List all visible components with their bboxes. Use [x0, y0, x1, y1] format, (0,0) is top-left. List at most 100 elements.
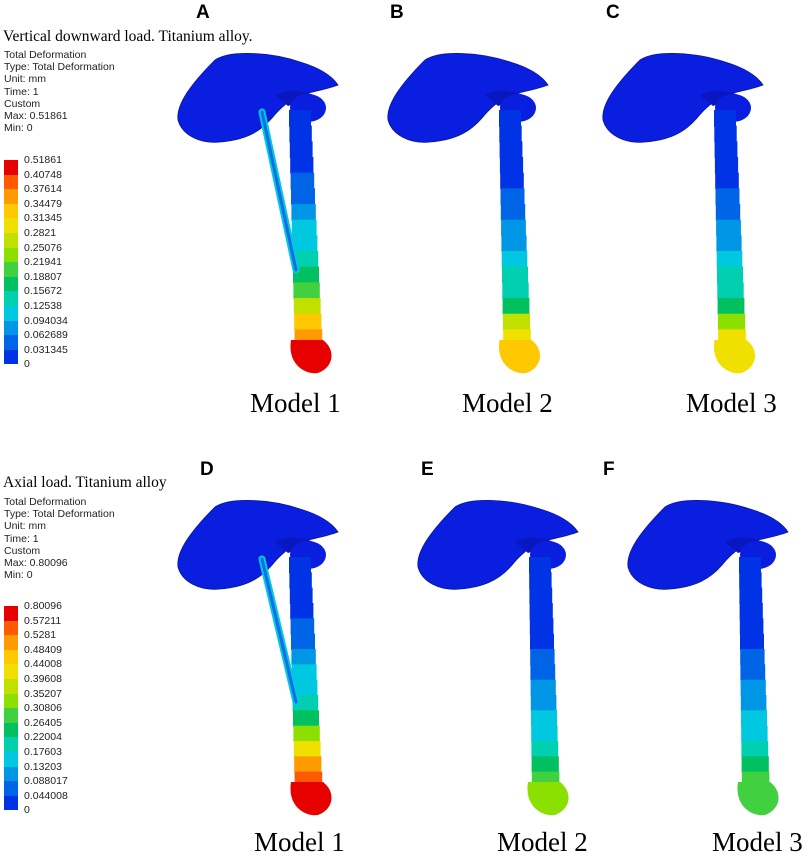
- fixation-strut-highlight: [260, 110, 298, 272]
- shaft-segment: [293, 741, 321, 758]
- legend-label: 0.80096: [24, 600, 62, 612]
- shaft-segment: [294, 313, 322, 331]
- legend-label: 0.5281: [24, 629, 57, 642]
- shaft-segment: [717, 298, 745, 315]
- shaft-segment: [739, 618, 764, 635]
- model-label-top-2: Model 2: [462, 388, 553, 418]
- shaft-segment: [500, 172, 524, 190]
- legend-swatch: [4, 664, 18, 679]
- legend-label: 0.39608: [24, 672, 62, 685]
- shaft-segment: [740, 695, 767, 712]
- legend-swatch: [4, 247, 18, 263]
- panel-label-f: F: [603, 459, 615, 480]
- legend-swatch: [4, 160, 18, 175]
- distal-condyle: [737, 782, 779, 816]
- info-line: Unit: mm: [4, 73, 46, 86]
- shaft-segment: [740, 633, 764, 650]
- legend-label: 0.57211: [24, 614, 62, 627]
- shaft-segment: [714, 141, 738, 158]
- shaft-segment: [501, 235, 527, 252]
- legend-swatch: [4, 751, 18, 767]
- info-line: Custom: [4, 97, 41, 110]
- legend-label: 0.044008: [24, 789, 68, 802]
- shaft-segment: [499, 141, 523, 158]
- shaft-segment: [529, 587, 553, 604]
- legend-label: 0.40748: [24, 168, 62, 181]
- legend-swatch: [4, 708, 18, 723]
- shaft-segment: [715, 172, 739, 190]
- info-line: Time: 1: [4, 532, 39, 545]
- model-label-top-1: Model 1: [250, 388, 341, 418]
- shaft-segment: [289, 125, 312, 143]
- distal-condyle: [290, 782, 332, 816]
- legend-swatch: [4, 620, 18, 636]
- shaft-segment: [714, 157, 739, 174]
- legend-swatch: [4, 766, 18, 782]
- legend-label: 0.48409: [24, 643, 62, 656]
- bone-model-b: [387, 53, 549, 374]
- legend-swatch: [4, 291, 18, 306]
- legend-label: 0.26405: [24, 716, 62, 729]
- info-line: Type: Total Deformation: [4, 61, 115, 74]
- legend-label: 0.25076: [24, 241, 62, 254]
- shaft-segment: [292, 679, 318, 696]
- panel-label-b: B: [390, 2, 404, 23]
- legend-swatch: [4, 320, 18, 336]
- shaft-segment: [502, 266, 528, 284]
- legend-swatch: [4, 232, 18, 248]
- legend-swatch: [4, 606, 18, 621]
- shaft-segment: [289, 141, 313, 158]
- shaft-segment: [289, 572, 312, 589]
- info-line: Time: 1: [4, 85, 39, 98]
- bone-model-a: [177, 53, 339, 374]
- legend-swatch: [4, 795, 18, 811]
- model-label-bottom-3: Model 3: [712, 827, 803, 857]
- bone-model-e: [417, 500, 579, 816]
- shaft-segment: [717, 266, 743, 284]
- shaft-segment: [717, 282, 744, 299]
- shaft-segment: [530, 633, 554, 650]
- info-line: Min: 0: [4, 122, 33, 135]
- info-line: Max: 0.80096: [4, 557, 68, 570]
- info-line: Type: Total Deformation: [4, 508, 115, 521]
- shaft-segment: [291, 633, 315, 650]
- shaft-segment: [714, 125, 737, 143]
- model-label-bottom-2: Model 2: [497, 827, 588, 857]
- legend-swatch: [4, 722, 18, 738]
- shaft-segment: [530, 695, 557, 712]
- shaft-segment: [715, 188, 740, 205]
- bone-model-f: [627, 500, 789, 816]
- shaft-segment: [502, 298, 530, 315]
- shaft-segment: [740, 664, 766, 681]
- shaft-segment: [499, 110, 521, 127]
- panel-label-d: D: [200, 459, 214, 480]
- legend-label: 0.18807: [24, 270, 62, 283]
- shaft-segment: [739, 557, 761, 574]
- shaft-segment: [293, 282, 320, 299]
- legend-swatch: [4, 305, 18, 321]
- shaft-segment: [501, 251, 528, 268]
- shaft-segment: [740, 649, 765, 666]
- legend-label: 0: [24, 358, 30, 371]
- info-line: Total Deformation: [4, 49, 87, 61]
- shaft-segment: [290, 172, 315, 190]
- legend-label: 0.12538: [24, 299, 62, 312]
- legend-label: 0.088017: [24, 775, 68, 788]
- shaft-segment: [529, 618, 554, 635]
- distal-condyle: [527, 782, 569, 816]
- bottom-info-block: Total Deformation Type: Total Deformatio…: [4, 496, 115, 581]
- shaft-segment: [716, 251, 743, 268]
- shaft-segment: [502, 313, 531, 331]
- info-line: Total Deformation: [4, 496, 87, 508]
- legend-label: 0: [24, 804, 30, 817]
- shaft-segment: [289, 587, 313, 604]
- shaft-segment: [716, 235, 742, 252]
- shaft-segment: [531, 725, 558, 742]
- panel-label-c: C: [606, 2, 620, 23]
- shaft-segment: [531, 741, 559, 758]
- shaft-segment: [741, 725, 768, 742]
- shaft-segment: [290, 157, 314, 174]
- shaft-segment: [290, 603, 314, 620]
- shaft-segment: [716, 219, 741, 237]
- shaft-segment: [293, 298, 321, 315]
